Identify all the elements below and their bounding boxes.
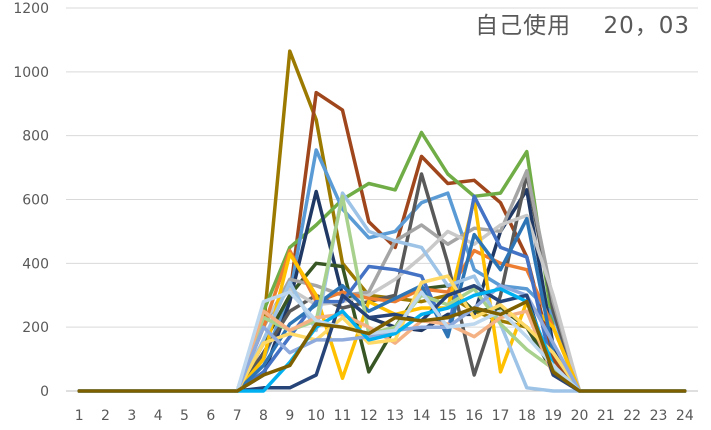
x-tick-label: 5 bbox=[180, 408, 189, 424]
x-tick-label: 18 bbox=[518, 408, 536, 424]
x-axis-ticks: 1 2 3 4 5 6 7 8 9 10 11 12 13 14 15 16 17 18 19 20 21 22 23 24 bbox=[75, 408, 694, 424]
y-axis-ticks: 0 200 400 600 800 1000 1200 bbox=[13, 1, 49, 400]
x-tick-label: 9 bbox=[285, 408, 294, 424]
x-tick-label: 3 bbox=[127, 408, 136, 424]
series-line-13 bbox=[77, 216, 687, 393]
series-layer bbox=[77, 49, 687, 393]
x-tick-label: 6 bbox=[206, 408, 215, 424]
series-line-8 bbox=[77, 169, 687, 393]
series-line-22 bbox=[77, 299, 687, 393]
x-tick-label: 21 bbox=[597, 408, 615, 424]
x-tick-label: 22 bbox=[623, 408, 641, 424]
y-tick-label: 800 bbox=[22, 129, 49, 145]
x-tick-label: 23 bbox=[650, 408, 668, 424]
y-tick-label: 0 bbox=[40, 384, 49, 400]
x-tick-label: 2 bbox=[101, 408, 110, 424]
y-tick-label: 200 bbox=[22, 320, 49, 336]
x-tick-label: 16 bbox=[465, 408, 483, 424]
x-tick-label: 15 bbox=[439, 408, 457, 424]
x-tick-label: 20 bbox=[571, 408, 589, 424]
x-tick-label: 4 bbox=[154, 408, 163, 424]
chart-title: 自己使用 20，03 bbox=[475, 13, 690, 39]
x-tick-label: 10 bbox=[307, 408, 325, 424]
x-tick-label: 14 bbox=[413, 408, 431, 424]
x-tick-label: 24 bbox=[676, 408, 694, 424]
y-tick-label: 400 bbox=[22, 256, 49, 272]
y-tick-label: 1200 bbox=[13, 1, 49, 17]
series-line-6 bbox=[77, 172, 687, 393]
x-tick-label: 12 bbox=[360, 408, 378, 424]
y-tick-label: 1000 bbox=[13, 65, 49, 81]
series-line-12 bbox=[77, 194, 687, 393]
x-tick-label: 7 bbox=[233, 408, 242, 424]
x-tick-label: 17 bbox=[492, 408, 510, 424]
x-tick-label: 19 bbox=[544, 408, 562, 424]
series-line-5 bbox=[77, 188, 687, 393]
series-line-14 bbox=[77, 191, 687, 393]
x-tick-label: 11 bbox=[334, 408, 352, 424]
y-tick-label: 600 bbox=[22, 193, 49, 209]
x-tick-label: 8 bbox=[259, 408, 268, 424]
series-line-15 bbox=[77, 194, 687, 393]
x-tick-label: 1 bbox=[75, 408, 84, 424]
x-tick-label: 13 bbox=[386, 408, 404, 424]
